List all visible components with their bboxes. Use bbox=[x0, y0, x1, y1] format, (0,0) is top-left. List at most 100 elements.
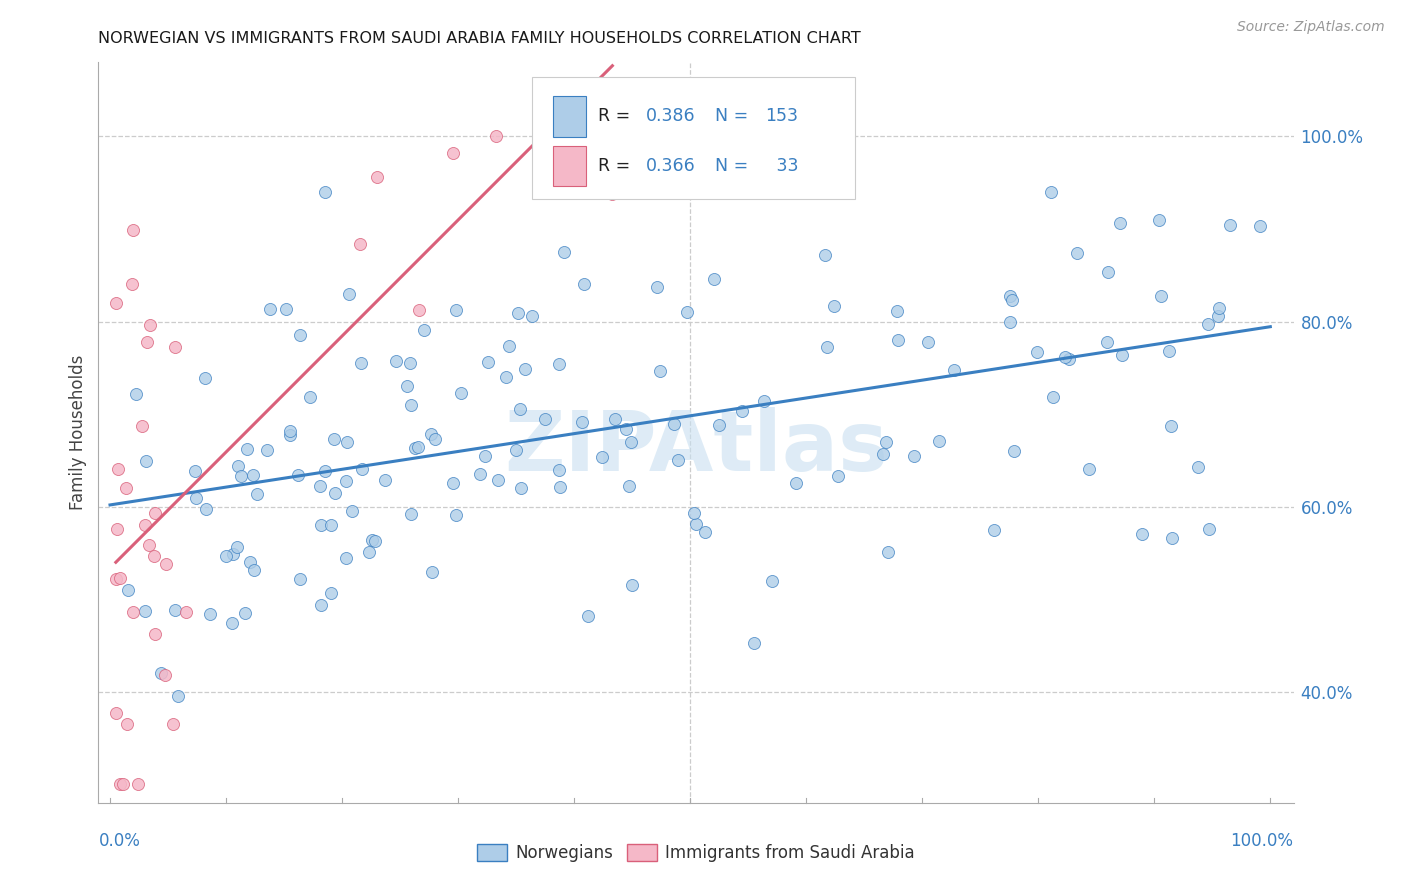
Point bbox=[591, 450, 613, 465]
Legend: Norwegians, Immigrants from Saudi Arabia: Norwegians, Immigrants from Saudi Arabia bbox=[471, 837, 921, 869]
Point bbox=[198, 607, 221, 622]
Point bbox=[666, 452, 689, 467]
Point bbox=[886, 304, 908, 318]
Point bbox=[553, 245, 575, 260]
Point bbox=[1249, 219, 1271, 233]
Point bbox=[450, 385, 472, 400]
Point bbox=[108, 777, 131, 791]
Point bbox=[335, 551, 357, 566]
Point bbox=[335, 475, 357, 489]
Point bbox=[731, 403, 754, 417]
Point bbox=[233, 606, 256, 620]
Point bbox=[408, 303, 430, 318]
Text: ZIPAtlas: ZIPAtlas bbox=[503, 407, 889, 488]
Point bbox=[174, 605, 197, 619]
Point bbox=[314, 185, 336, 199]
Text: 153: 153 bbox=[765, 108, 799, 126]
Point bbox=[506, 306, 529, 320]
Point bbox=[548, 463, 571, 477]
Point bbox=[374, 473, 396, 487]
Point bbox=[194, 501, 217, 516]
Point bbox=[441, 476, 464, 491]
Point bbox=[485, 129, 508, 144]
Point bbox=[761, 574, 783, 589]
Point bbox=[875, 435, 897, 450]
Point bbox=[1130, 527, 1153, 541]
Point bbox=[444, 508, 467, 522]
Point bbox=[621, 577, 644, 591]
Point bbox=[917, 334, 939, 349]
Point bbox=[1206, 309, 1229, 323]
Point bbox=[983, 523, 1005, 537]
Point bbox=[1198, 522, 1220, 536]
Point bbox=[693, 524, 716, 539]
Point bbox=[229, 468, 252, 483]
Point bbox=[928, 434, 950, 449]
Point bbox=[619, 479, 641, 493]
Point bbox=[115, 716, 138, 731]
Point bbox=[1109, 216, 1132, 230]
Point bbox=[121, 223, 143, 237]
Text: 33: 33 bbox=[772, 157, 799, 175]
Point bbox=[339, 287, 361, 301]
Point bbox=[399, 508, 422, 522]
Text: NORWEGIAN VS IMMIGRANTS FROM SAUDI ARABIA FAMILY HOUSEHOLDS CORRELATION CHART: NORWEGIAN VS IMMIGRANTS FROM SAUDI ARABI… bbox=[98, 31, 860, 46]
Point bbox=[1002, 443, 1025, 458]
Y-axis label: Family Households: Family Households bbox=[69, 355, 87, 510]
Point bbox=[486, 473, 509, 487]
Point bbox=[321, 586, 343, 600]
Point bbox=[155, 558, 177, 572]
Point bbox=[571, 415, 593, 429]
Point bbox=[1097, 264, 1119, 278]
Point bbox=[236, 442, 259, 456]
Point bbox=[364, 534, 387, 549]
Point bbox=[1095, 334, 1118, 349]
Point bbox=[998, 289, 1021, 303]
Point bbox=[242, 468, 264, 483]
Point bbox=[111, 777, 134, 791]
Point bbox=[401, 398, 423, 412]
Point bbox=[676, 304, 699, 318]
Point bbox=[754, 394, 776, 409]
Point bbox=[359, 544, 381, 558]
Point bbox=[239, 555, 262, 569]
Point bbox=[468, 467, 491, 482]
Point bbox=[385, 354, 408, 368]
Point bbox=[396, 379, 419, 393]
Point bbox=[366, 169, 388, 184]
Point bbox=[280, 427, 302, 442]
Point bbox=[505, 443, 527, 458]
Point bbox=[1219, 219, 1241, 233]
Point bbox=[349, 237, 371, 252]
Point bbox=[998, 315, 1021, 329]
Point bbox=[107, 462, 129, 476]
Point bbox=[1001, 293, 1024, 308]
Point bbox=[423, 432, 446, 446]
Point bbox=[620, 154, 643, 169]
Point bbox=[1160, 419, 1182, 434]
Point bbox=[495, 369, 517, 384]
Point bbox=[259, 301, 281, 316]
Point bbox=[619, 434, 641, 449]
Point bbox=[548, 480, 571, 494]
Point bbox=[143, 627, 166, 641]
Point bbox=[823, 299, 845, 313]
Point bbox=[1057, 351, 1080, 366]
Text: 0.386: 0.386 bbox=[645, 108, 696, 126]
Point bbox=[256, 442, 278, 457]
Point bbox=[578, 609, 600, 624]
Point bbox=[319, 518, 342, 533]
Point bbox=[509, 481, 531, 495]
Point bbox=[1025, 345, 1047, 359]
Point bbox=[135, 454, 157, 468]
Point bbox=[340, 503, 363, 517]
Point bbox=[1208, 301, 1230, 315]
Point bbox=[138, 318, 160, 333]
Point bbox=[104, 572, 127, 586]
Text: N =: N = bbox=[716, 108, 754, 126]
Point bbox=[323, 485, 346, 500]
Point bbox=[522, 310, 544, 324]
Text: 0.0%: 0.0% bbox=[98, 832, 141, 850]
Point bbox=[322, 432, 344, 446]
Point bbox=[127, 777, 149, 791]
